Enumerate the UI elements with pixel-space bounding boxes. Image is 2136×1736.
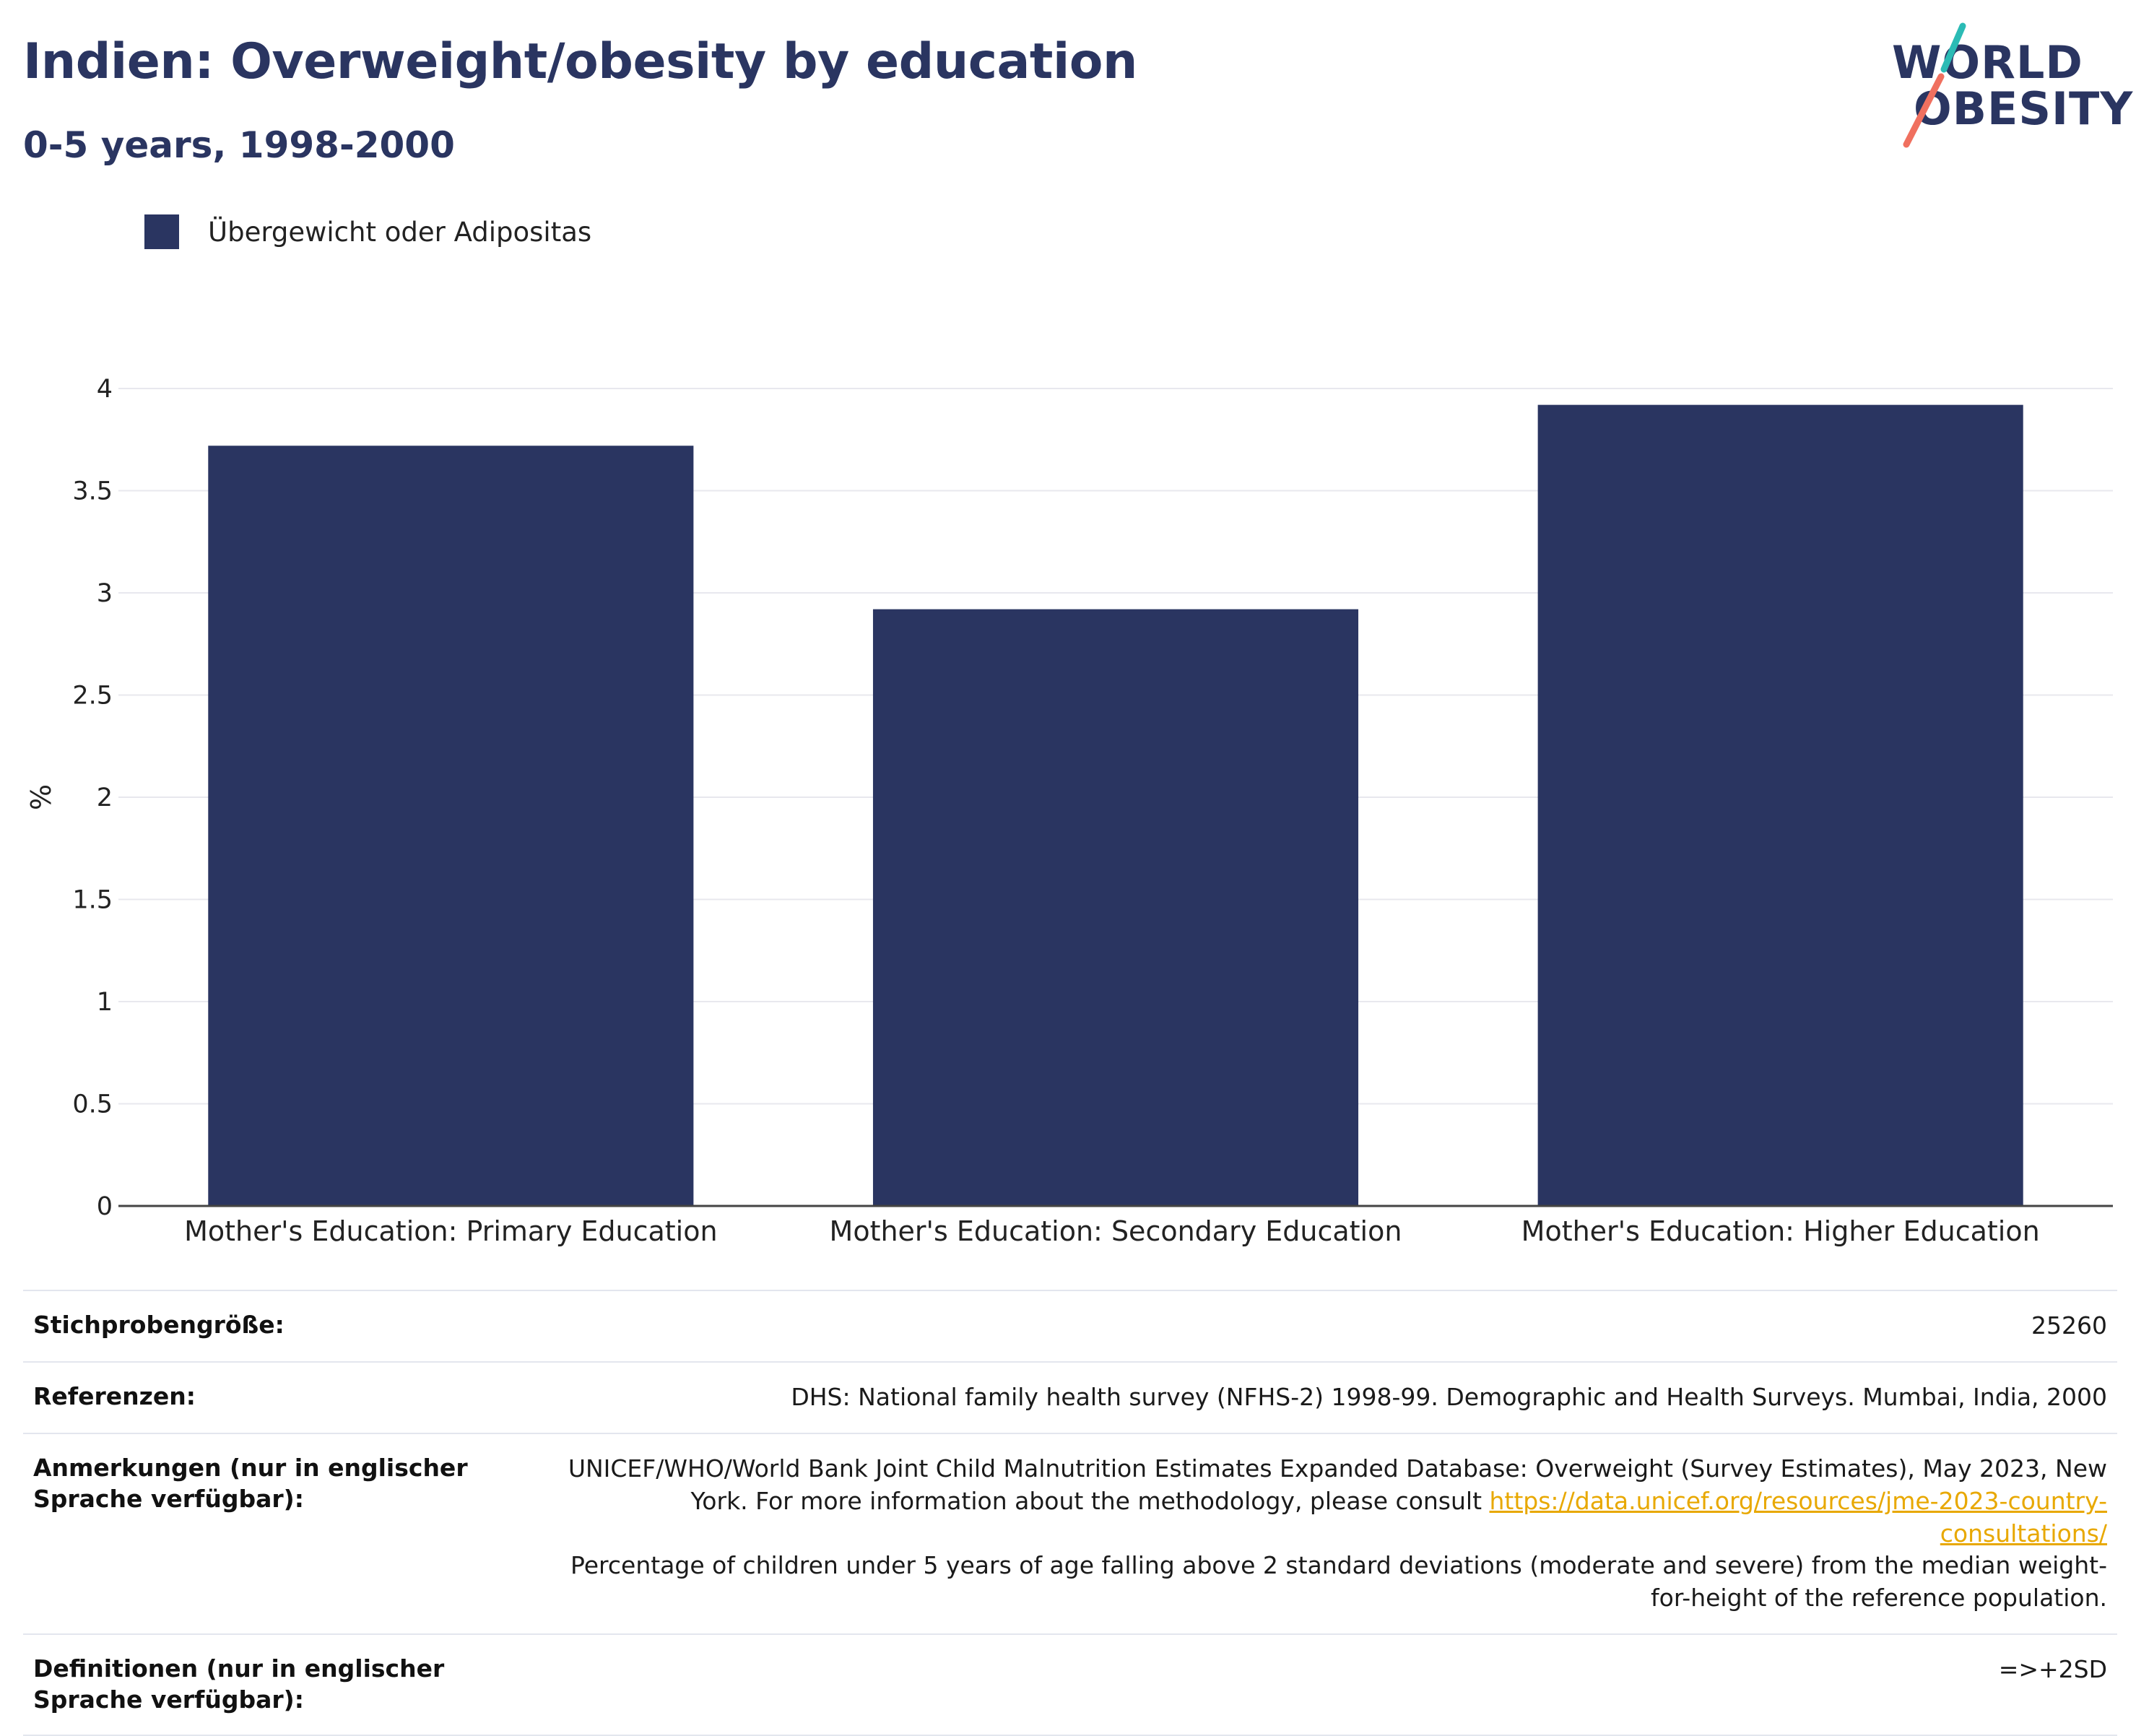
- legend-label: Übergewicht oder Adipositas: [208, 216, 592, 248]
- y-tick-label: 0.5: [72, 1090, 113, 1119]
- notes-text-2: Percentage of children under 5 years of …: [570, 1551, 2107, 1613]
- meta-row-sample-size: Stichprobengröße: 25260: [23, 1290, 2117, 1362]
- y-tick-label: 4: [97, 375, 113, 404]
- chart-subtitle: 0-5 years, 1998-2000: [23, 124, 455, 166]
- y-tick-label: 3.5: [72, 477, 113, 506]
- references-label: Referenzen:: [33, 1381, 196, 1410]
- meta-row-definitions: Definitionen (nur in englischer Sprache …: [23, 1634, 2117, 1735]
- notes-label: Anmerkungen (nur in englischer Sprache v…: [33, 1453, 468, 1513]
- logo-line2: OBESITY: [1914, 82, 2134, 135]
- meta-row-references: Referenzen: DHS: National family health …: [23, 1361, 2117, 1433]
- bar-chart: 0 0.5 1 1.5 2 2.5 3 3.5 4% Mother's Education: Pr…: [25, 375, 2113, 1247]
- x-tick-label: Mother's Education: Higher Education: [1521, 1215, 2040, 1247]
- notes-text: UNICEF/WHO/World Bank Joint Child Malnut…: [568, 1454, 2107, 1515]
- x-tick-label: Mother's Education: Primary Education: [184, 1215, 718, 1247]
- definitions-label: Definitionen (nur in englischer Sprache …: [33, 1654, 445, 1714]
- notes-link[interactable]: https://data.unicef.org/resources/jme-20…: [1489, 1486, 2108, 1548]
- y-tick-label: 0: [97, 1192, 113, 1221]
- sample-size-label: Stichprobengröße:: [33, 1311, 285, 1339]
- y-tick-label: 1: [97, 988, 113, 1017]
- y-axis-label: %: [25, 784, 57, 810]
- y-tick-label: 2: [97, 784, 113, 812]
- metadata-table: Stichprobengröße: 25260 Referenzen: DHS:…: [23, 1290, 2117, 1736]
- sample-size-value: 25260: [2031, 1311, 2107, 1340]
- bar: [208, 446, 694, 1206]
- logo-line1: WORLD: [1892, 36, 2083, 89]
- chart-title: Indien: Overweight/obesity by education: [23, 33, 1137, 90]
- meta-row-notes: Anmerkungen (nur in englischer Sprache v…: [23, 1433, 2117, 1634]
- chart-legend: Übergewicht oder Adipositas: [144, 214, 591, 249]
- world-obesity-logo: WORLD OBESITY: [1877, 20, 2132, 150]
- legend-swatch: [144, 214, 179, 249]
- definitions-value: =>+2SD: [1998, 1655, 2107, 1684]
- references-value: DHS: National family health survey (NFHS…: [791, 1382, 2107, 1411]
- bar: [872, 609, 1359, 1206]
- notes-value: UNICEF/WHO/World Bank Joint Child Malnut…: [549, 1433, 2117, 1634]
- y-tick-label: 3: [97, 579, 113, 608]
- x-tick-label: Mother's Education: Secondary Education: [830, 1215, 1402, 1247]
- logo-slash-icon: [1903, 22, 1966, 148]
- y-tick-label: 2.5: [72, 682, 113, 711]
- y-tick-label: 1.5: [72, 886, 113, 915]
- bar: [1537, 404, 2023, 1206]
